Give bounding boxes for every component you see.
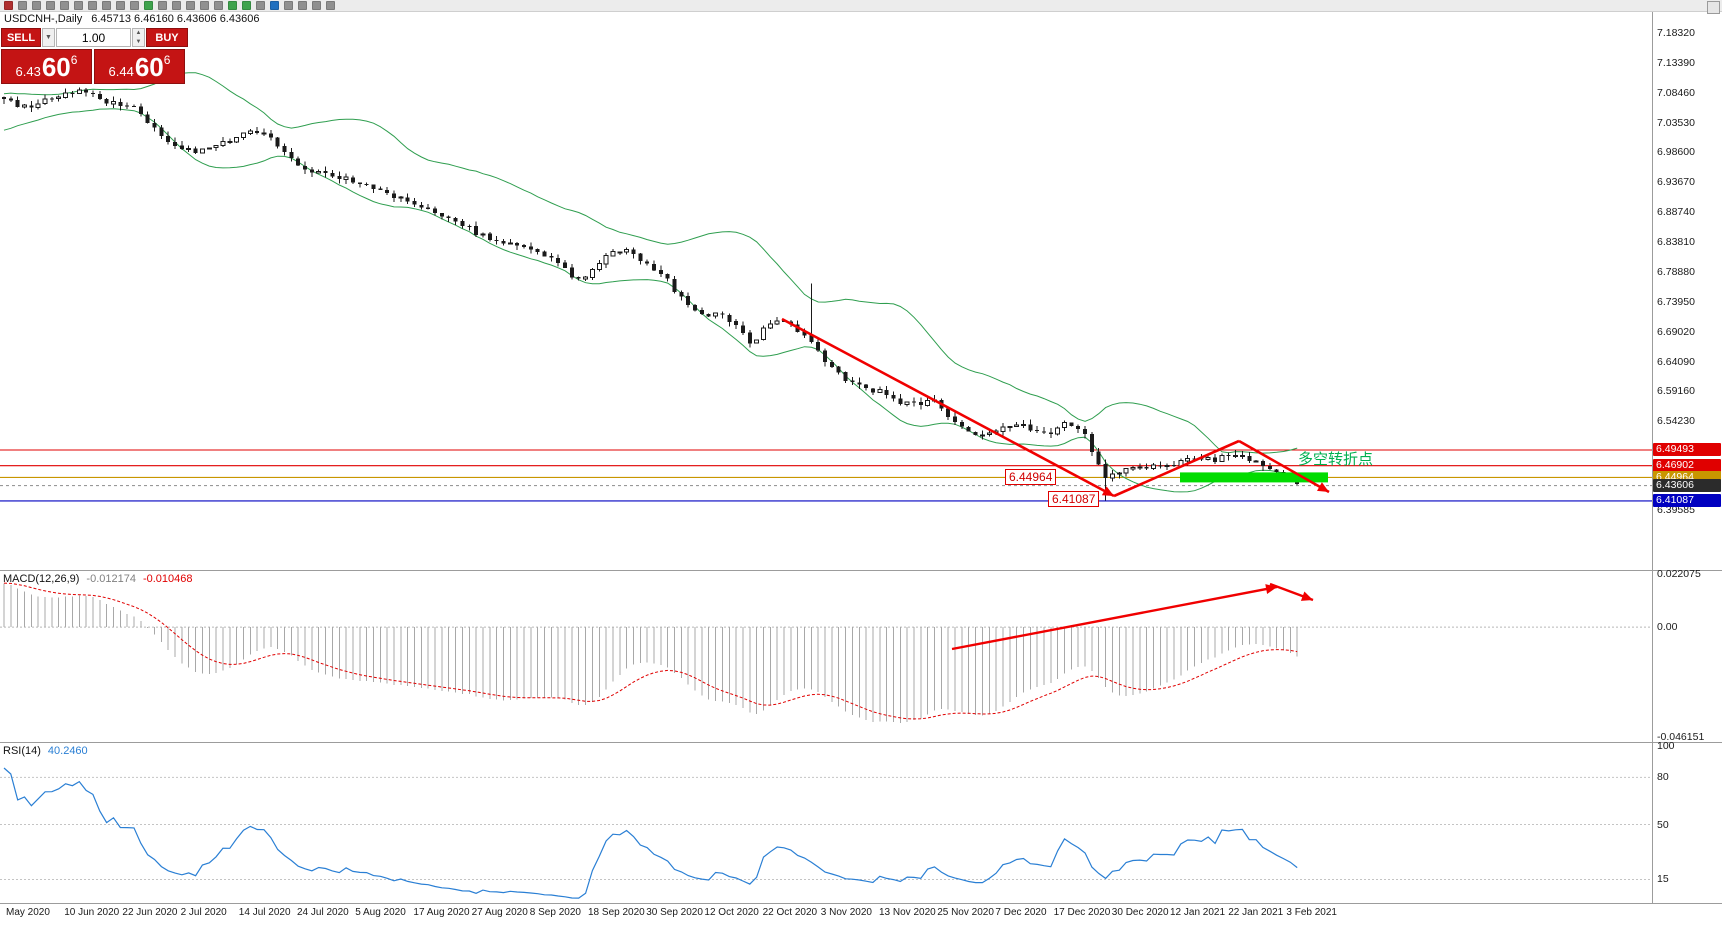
sell-price-point: 6 <box>70 53 78 67</box>
buy-button[interactable]: BUY <box>146 28 188 47</box>
horizontal-line-icon[interactable] <box>298 1 307 10</box>
sell-button[interactable]: SELL <box>1 28 41 47</box>
bollinger-bands <box>3 72 1298 493</box>
terminal-icon[interactable] <box>116 1 125 10</box>
strategy-tester-icon[interactable] <box>130 1 139 10</box>
panel-dividers <box>0 12 1722 904</box>
autotrading-icon[interactable] <box>144 1 153 10</box>
new-order-icon[interactable] <box>4 1 13 10</box>
cursor-icon[interactable] <box>256 1 265 10</box>
rsi-level-lines <box>0 776 1652 880</box>
rsi-name: RSI(14) <box>3 745 41 757</box>
symbol-timeframe-label: USDCNH-,Daily <box>4 13 83 25</box>
volume-input[interactable] <box>56 28 131 47</box>
ohlc-values: 6.45713 6.46160 6.43606 6.43606 <box>91 13 260 25</box>
line-chart-icon[interactable] <box>242 1 251 10</box>
bar-chart-icon[interactable] <box>214 1 223 10</box>
macd-trend-arrows[interactable] <box>951 582 1314 651</box>
rsi-indicator-label: RSI(14) 40.2460 <box>3 745 88 757</box>
profiles-icon[interactable] <box>60 1 69 10</box>
macd-name: MACD(12,26,9) <box>3 573 80 585</box>
market-watch-icon[interactable] <box>74 1 83 10</box>
buy-price-point: 6 <box>163 53 171 67</box>
candlestick-icon[interactable] <box>228 1 237 10</box>
one-click-trading-panel: SELL ▼ ▲ ▼ BUY 6.43 60 6 6.44 60 6 <box>1 28 188 84</box>
trend-arrows[interactable] <box>781 317 1330 498</box>
price-tag-upper: 6.44964 <box>1005 469 1057 485</box>
volume-spinner: ▲ ▼ <box>132 28 145 47</box>
support-zone-highlight[interactable] <box>1180 472 1328 483</box>
rsi-line <box>3 767 1298 899</box>
navigator-icon[interactable] <box>102 1 111 10</box>
sell-price-prefix: 6.43 <box>15 63 41 79</box>
candle-wicks <box>3 87 1298 501</box>
bear-candles <box>2 89 1300 485</box>
data-window-icon[interactable] <box>88 1 97 10</box>
fibonacci-icon[interactable] <box>312 1 321 10</box>
buy-quote-button[interactable]: 6.44 60 6 <box>94 49 185 84</box>
volume-increase-button[interactable]: ▲ <box>135 30 142 36</box>
sell-quote-button[interactable]: 6.43 60 6 <box>1 49 92 84</box>
volume-decrease-button[interactable]: ▼ <box>135 38 142 45</box>
chart-header: USDCNH-,Daily 6.45713 6.46160 6.43606 6.… <box>4 13 259 25</box>
scrollbar-corner-button[interactable] <box>1707 1 1720 14</box>
horizontal-level-lines[interactable] <box>0 449 1652 502</box>
macd-main-value: -0.012174 <box>86 573 136 585</box>
volume-dropdown-button[interactable]: ▼ <box>42 28 55 47</box>
crosshair-icon[interactable] <box>270 1 279 10</box>
new-chart-icon[interactable] <box>46 1 55 10</box>
text-label-icon[interactable] <box>326 1 335 10</box>
sell-price-main: 60 <box>41 51 71 82</box>
trendline-icon[interactable] <box>284 1 293 10</box>
macd-signal-line <box>3 582 1298 720</box>
timeframes-icon[interactable] <box>172 1 181 10</box>
buy-price-main: 60 <box>134 51 164 82</box>
macd-histogram <box>3 583 1298 723</box>
buy-price-prefix: 6.44 <box>108 63 134 79</box>
zoom-in-icon[interactable] <box>186 1 195 10</box>
indicators-icon[interactable] <box>158 1 167 10</box>
top-toolbar <box>0 0 1722 12</box>
rsi-value: 40.2460 <box>47 745 88 757</box>
price-tag-lower: 6.41087 <box>1048 491 1100 507</box>
zoom-out-icon[interactable] <box>200 1 209 10</box>
macd-indicator-label: MACD(12,26,9) -0.012174 -0.010468 <box>3 573 193 585</box>
tick-chart-icon[interactable] <box>32 1 41 10</box>
charts-icon[interactable] <box>18 1 27 10</box>
macd-signal-value: -0.010468 <box>142 573 193 585</box>
bull-candles <box>22 89 1259 479</box>
turning-point-note: 多空转折点 <box>1298 451 1374 468</box>
